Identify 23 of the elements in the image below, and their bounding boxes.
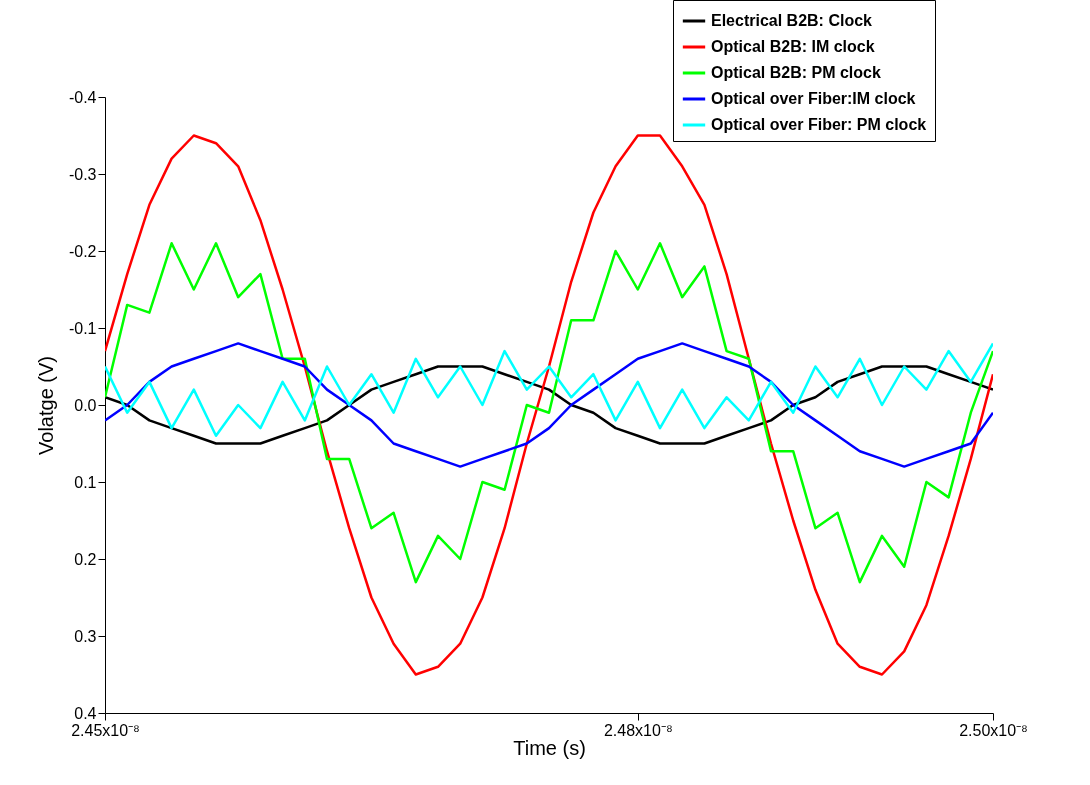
legend-label: Optical B2B: IM clock (711, 38, 875, 55)
x-axis-title: Time (s) (513, 736, 586, 759)
y-tick-label: 0.2 (74, 550, 97, 568)
line-series (105, 134, 993, 676)
y-tick-label: -0.1 (68, 319, 97, 337)
line-series (105, 242, 993, 584)
y-tick-label: -0.4 (68, 88, 97, 106)
x-tick-label: 2.48x10⁻⁸ (603, 721, 673, 739)
line-series (105, 342, 993, 468)
y-tick-label: -0.2 (68, 242, 97, 260)
legend-label: Optical B2B: PM clock (711, 64, 881, 81)
legend-label: Optical over Fiber:IM clock (711, 90, 916, 107)
x-tick-label: 2.45x10⁻⁸ (71, 721, 140, 739)
y-tick-label: 0.3 (74, 627, 97, 645)
legend-label: Optical over Fiber: PM clock (711, 116, 927, 133)
y-axis-title: Volatge (V) (34, 356, 57, 455)
y-tick-label: 0.0 (74, 396, 97, 414)
y-tick-label: -0.3 (68, 165, 97, 183)
y-tick-label: 0.4 (74, 704, 97, 722)
line-series (105, 342, 993, 438)
legend-label: Electrical B2B: Clock (711, 12, 873, 29)
x-tick-label: 2.50x10⁻⁸ (959, 721, 1028, 739)
y-tick-label: 0.1 (74, 473, 97, 491)
